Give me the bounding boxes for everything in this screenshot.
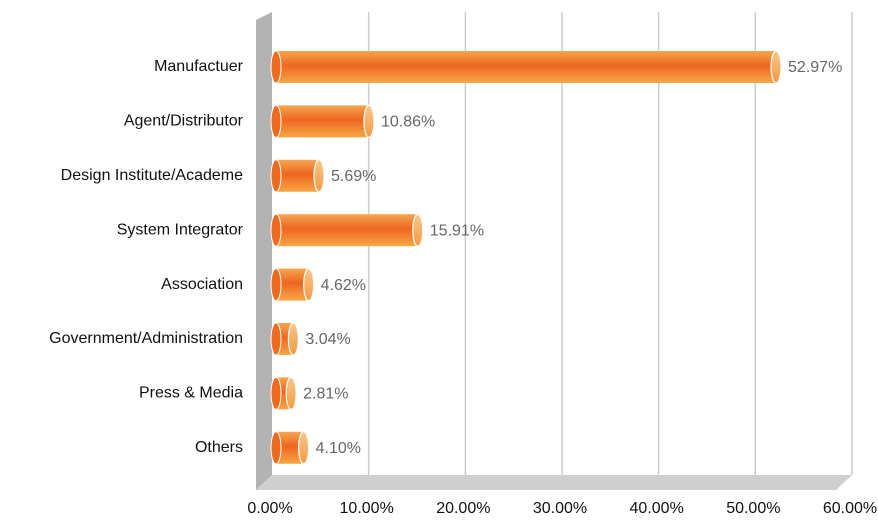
bar-base [270, 213, 282, 247]
floor [256, 475, 852, 490]
value-label: 2.81% [303, 386, 348, 403]
bar-cap [287, 322, 299, 356]
category-label: System Integrator [117, 221, 244, 238]
bar-base [270, 104, 282, 138]
category-label: Government/Administration [49, 330, 243, 347]
bar [276, 159, 320, 192]
value-label: 15.91% [430, 222, 484, 239]
category-label: Design Institute/Academe [61, 167, 243, 184]
x-tick-label: 60.00% [823, 500, 877, 517]
value-label: 4.10% [316, 440, 361, 457]
bar-cap [412, 213, 424, 247]
bar-cap [303, 268, 315, 302]
bar-cap [285, 376, 297, 410]
value-label: 3.04% [305, 331, 350, 348]
x-tick-label: 40.00% [630, 500, 684, 517]
x-tick-label: 30.00% [533, 500, 587, 517]
bar-cap [298, 431, 310, 465]
value-label: 10.86% [381, 114, 435, 131]
bar [276, 51, 777, 83]
bar-cap [363, 104, 375, 139]
bar-base [270, 159, 282, 193]
category-label: Association [161, 276, 243, 293]
bar-cap [313, 159, 325, 193]
bars [270, 50, 782, 465]
category-label: Manufactuer [154, 58, 244, 75]
x-tick-label: 20.00% [436, 500, 490, 517]
bar-base [270, 431, 282, 465]
x-tick-label: 10.00% [340, 500, 394, 517]
bar-cap [770, 50, 782, 84]
category-label: Agent/Distributor [124, 113, 244, 130]
bar-base [270, 268, 282, 302]
bar [276, 105, 369, 138]
left-wall [256, 12, 272, 490]
x-tick-label: 0.00% [247, 500, 292, 517]
bar [276, 214, 418, 247]
value-label: 52.97% [788, 59, 842, 76]
category-label: Press & Media [139, 385, 243, 402]
grid [367, 12, 853, 475]
category-label: Others [195, 439, 243, 456]
value-label: 4.62% [321, 277, 366, 294]
value-label: 5.69% [331, 168, 376, 185]
x-tick-label: 50.00% [726, 500, 780, 517]
bar-base [270, 50, 282, 84]
bar-base [270, 376, 282, 410]
bar-base [270, 322, 282, 356]
